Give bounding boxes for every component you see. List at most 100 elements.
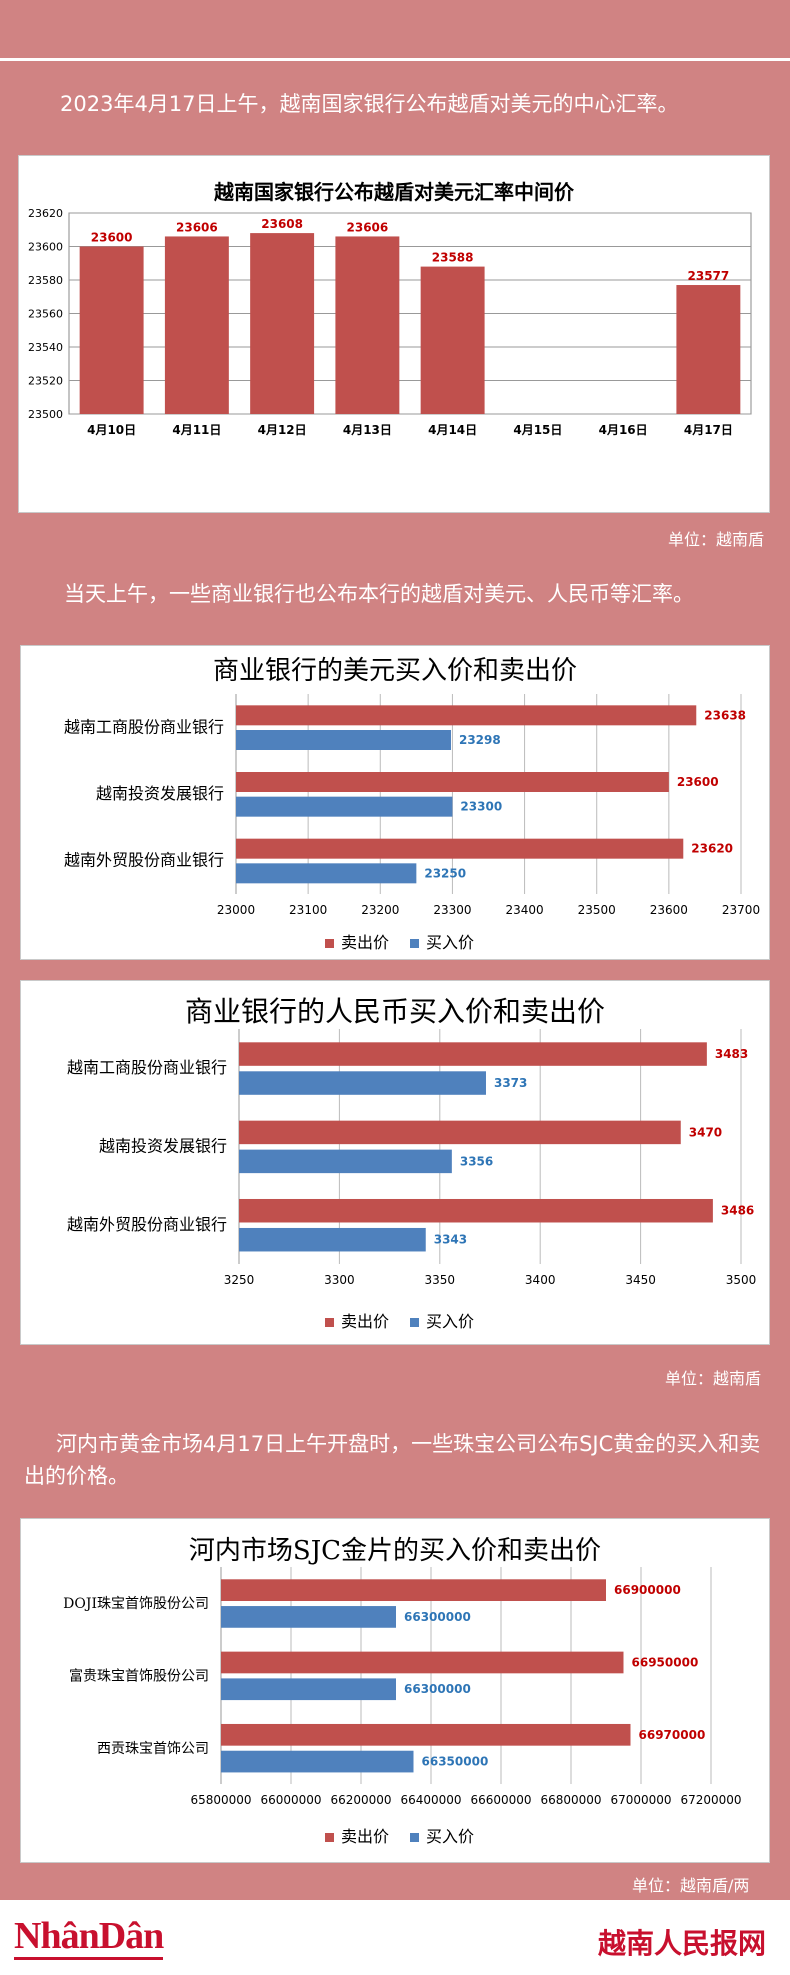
legend-swatch-sell bbox=[325, 939, 334, 948]
chart-panel-gold: 河内市场SJC金片的买入价和卖出价 65800000 66000000 6620000… bbox=[20, 1518, 770, 1863]
bar-buy-value: 3356 bbox=[460, 1154, 493, 1168]
bar-sell-value: 23620 bbox=[691, 842, 733, 856]
legend-label-sell: 卖出价 bbox=[341, 933, 389, 952]
x-tick-label: 23300 bbox=[433, 903, 471, 917]
bar-sell bbox=[221, 1651, 624, 1674]
y-tick-label: 23560 bbox=[28, 308, 63, 321]
x-tick-label: 3500 bbox=[726, 1273, 757, 1287]
bar-buy-value: 23300 bbox=[460, 800, 502, 814]
nhandan-logo[interactable]: NhânDân bbox=[14, 1915, 164, 1960]
y-tick-label: 23540 bbox=[28, 341, 63, 354]
x-tick-label: 23400 bbox=[505, 903, 543, 917]
x-tick-label: 23200 bbox=[361, 903, 399, 917]
x-tick-label: 4月10日 bbox=[87, 423, 136, 437]
y-category-label: 越南工商股份商业银行 bbox=[67, 1058, 227, 1077]
legend-swatch-sell bbox=[325, 1318, 334, 1327]
bar-buy-value: 23298 bbox=[459, 733, 501, 747]
y-category-label: 富贵珠宝首饰股份公司 bbox=[69, 1668, 209, 1685]
x-tick-label: 67000000 bbox=[610, 1793, 671, 1807]
bar-sell bbox=[236, 772, 669, 792]
y-category-label: 越南投资发展银行 bbox=[96, 784, 224, 803]
unit-label-2: 单位：越南盾 bbox=[665, 1369, 762, 1388]
top-divider bbox=[0, 58, 790, 61]
y-category-label: 越南外贸股份商业银行 bbox=[64, 851, 224, 870]
x-tick-label: 66200000 bbox=[330, 1793, 391, 1807]
chart-sjc-gold: 河内市场SJC金片的买入价和卖出价 65800000 66000000 6620000… bbox=[63, 1536, 741, 1846]
legend-label-sell: 卖出价 bbox=[341, 1312, 389, 1331]
y-category-label: DOJI珠宝首饰股份公司 bbox=[63, 1596, 209, 1612]
chart-title: 商业银行的美元买入价和卖出价 bbox=[213, 656, 577, 686]
x-tick-label: 66000000 bbox=[260, 1793, 321, 1807]
chart-title: 商业银行的人民币买入价和卖出价 bbox=[185, 995, 605, 1028]
bar-sell bbox=[236, 705, 697, 726]
x-tick-label: 4月12日 bbox=[258, 423, 307, 437]
bar-sell-value: 23638 bbox=[704, 708, 746, 722]
y-tick-label: 23600 bbox=[28, 241, 63, 254]
bar-buy bbox=[239, 1227, 426, 1252]
bar-sell bbox=[239, 1198, 713, 1223]
chart-central-rate: 越南国家银行公布越盾对美元汇率中间价 23500 23520 23540 23560 23… bbox=[28, 180, 752, 437]
x-tick-label: 3400 bbox=[525, 1273, 556, 1287]
unit-label-3: 单位：越南盾/两 bbox=[632, 1876, 750, 1895]
legend-swatch-buy bbox=[410, 939, 419, 948]
bar-buy bbox=[236, 796, 453, 817]
legend-label-sell: 卖出价 bbox=[341, 1827, 389, 1846]
x-tick-label: 67200000 bbox=[680, 1793, 741, 1807]
chart-title: 河内市场SJC金片的买入价和卖出价 bbox=[189, 1536, 601, 1566]
bar-value-label: 23600 bbox=[91, 231, 133, 245]
intro-paragraph-2: 当天上午，一些商业银行也公布本行的越盾对美元、人民币等汇率。 bbox=[64, 582, 694, 606]
x-tick-label: 4月14日 bbox=[428, 423, 477, 437]
bar-sell-value: 3483 bbox=[715, 1047, 748, 1061]
unit-label-1: 单位：越南盾 bbox=[668, 530, 765, 549]
x-tick-label: 3300 bbox=[324, 1273, 355, 1287]
site-name-logo[interactable]: 越南人民报网 bbox=[597, 1927, 766, 1960]
bar bbox=[420, 266, 485, 414]
y-category-label: 越南工商股份商业银行 bbox=[64, 717, 224, 736]
x-tick-label: 23500 bbox=[578, 903, 616, 917]
y-category-label: 越南外贸股份商业银行 bbox=[67, 1215, 227, 1234]
legend-swatch-sell bbox=[325, 1833, 334, 1842]
x-tick-label: 66400000 bbox=[400, 1793, 461, 1807]
bar-sell bbox=[221, 1579, 606, 1601]
bar-buy bbox=[239, 1149, 452, 1174]
bar-value-label: 23608 bbox=[261, 217, 303, 231]
bar-buy-value: 23250 bbox=[424, 866, 466, 880]
chart-panel-central-rate: 越南国家银行公布越盾对美元汇率中间价 23500 23520 23540 23560 23… bbox=[18, 155, 770, 513]
chart-usd-rates: 商业银行的美元买入价和卖出价 23000 23100 23200 23300 23400 2… bbox=[64, 656, 760, 952]
bar bbox=[676, 285, 741, 414]
bar-buy-value: 3343 bbox=[434, 1233, 467, 1247]
bar-sell bbox=[221, 1723, 631, 1746]
bar-buy bbox=[221, 1678, 396, 1701]
x-tick-label: 4月17日 bbox=[684, 423, 733, 437]
x-tick-label: 65800000 bbox=[190, 1793, 251, 1807]
x-tick-label: 23600 bbox=[650, 903, 688, 917]
x-tick-label: 23000 bbox=[217, 903, 255, 917]
y-tick-label: 23500 bbox=[28, 408, 63, 421]
legend-swatch-buy bbox=[410, 1833, 419, 1842]
x-tick-label: 66800000 bbox=[540, 1793, 601, 1807]
bar-value-label: 23577 bbox=[688, 269, 730, 283]
bar-value-label: 23606 bbox=[176, 220, 218, 234]
bar-buy bbox=[221, 1750, 414, 1773]
bar-value-label: 23588 bbox=[432, 251, 474, 265]
x-tick-label: 4月16日 bbox=[599, 423, 648, 437]
chart-cny-rates: 商业银行的人民币买入价和卖出价 3250 3300 3350 3400 3450 3500 3… bbox=[67, 995, 757, 1331]
bar bbox=[79, 246, 144, 414]
y-tick-label: 23620 bbox=[28, 207, 63, 220]
bar-sell-value: 3486 bbox=[721, 1204, 754, 1218]
x-tick-label: 23100 bbox=[289, 903, 327, 917]
y-tick-label: 23520 bbox=[28, 375, 63, 388]
bar-buy-value: 66300000 bbox=[404, 1682, 471, 1696]
chart-title: 越南国家银行公布越盾对美元汇率中间价 bbox=[213, 180, 575, 204]
intro-paragraph-3: 河内市黄金市场4月17日上午开盘时，一些珠宝公司公布SJC黄金的买入和卖出的价格… bbox=[24, 1432, 761, 1488]
y-category-label: 越南投资发展银行 bbox=[99, 1137, 227, 1156]
x-tick-label: 23700 bbox=[722, 903, 760, 917]
footer-bar: NhânDân 越南人民报网 bbox=[0, 1900, 790, 1975]
bar bbox=[335, 236, 400, 414]
legend-swatch-buy bbox=[410, 1318, 419, 1327]
legend-label-buy: 买入价 bbox=[426, 1827, 474, 1846]
bar-buy-value: 66300000 bbox=[404, 1610, 471, 1624]
bar-sell-value: 66950000 bbox=[632, 1655, 699, 1669]
bar-sell-value: 23600 bbox=[677, 775, 719, 789]
bar-buy bbox=[236, 730, 451, 750]
